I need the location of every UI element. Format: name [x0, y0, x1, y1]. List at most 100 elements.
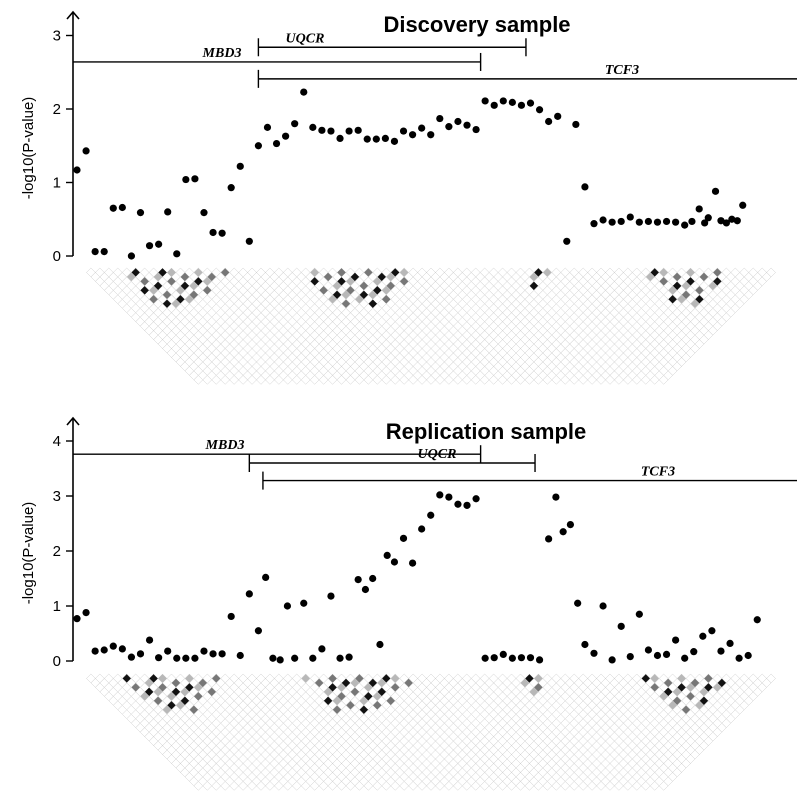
data-point: [191, 654, 199, 662]
ld-cell: [300, 781, 311, 791]
ld-cell: [327, 375, 338, 385]
data-point: [254, 142, 262, 150]
ld-cell: [265, 375, 275, 385]
ld-cell: [488, 781, 499, 791]
ld-cell: [453, 375, 463, 385]
ld-cell: [587, 781, 597, 791]
y-tick-label: 2: [53, 543, 61, 560]
data-point: [318, 126, 326, 134]
data-point: [399, 127, 408, 135]
data-point: [427, 511, 435, 519]
data-point: [572, 120, 580, 129]
data-point: [472, 125, 480, 134]
data-point: [590, 649, 598, 657]
data-point: [662, 217, 671, 226]
ld-cell: [229, 781, 239, 791]
ld-cell: [461, 375, 472, 385]
data-point: [672, 636, 680, 644]
ld-cell: [247, 781, 257, 791]
ld-cell: [578, 375, 588, 385]
data-point: [300, 88, 308, 96]
ld-cell: [202, 375, 213, 385]
ld-cell: [256, 375, 266, 385]
ld-cell: [497, 781, 508, 791]
data-point: [454, 500, 462, 508]
discovery-gene-tracks: MBD3 UQCR TCF3: [73, 31, 797, 88]
ld-cell: [506, 781, 517, 791]
data-point: [155, 654, 163, 662]
ld-cell: [291, 375, 302, 385]
data-point: [291, 654, 299, 662]
ld-cell: [524, 375, 535, 385]
data-point: [173, 250, 181, 258]
discovery-points: [73, 88, 747, 260]
ld-cell: [318, 375, 329, 385]
data-point: [173, 654, 181, 662]
data-point: [517, 654, 526, 662]
data-point: [454, 117, 462, 126]
data-point: [182, 654, 190, 662]
y-tick-label: 1: [53, 598, 61, 615]
data-point: [245, 237, 253, 245]
data-point: [269, 654, 277, 662]
data-point: [363, 135, 371, 143]
data-point: [383, 551, 391, 560]
data-point: [463, 501, 471, 509]
ld-cell: [623, 781, 633, 791]
discovery-y-axis-label: -log10(P-value): [20, 97, 37, 200]
data-point: [209, 228, 217, 237]
ld-cell: [309, 781, 320, 791]
ld-cell: [309, 375, 320, 385]
data-point: [481, 97, 489, 105]
data-point: [499, 97, 507, 105]
ld-cell: [202, 781, 213, 791]
data-point: [644, 217, 653, 226]
replication-ld-heatmap: [86, 673, 776, 791]
ld-cell: [444, 375, 454, 385]
data-point: [354, 126, 362, 134]
data-point: [545, 117, 553, 126]
replication-points: [73, 491, 761, 664]
ld-cell: [631, 781, 642, 791]
ld-cell: [551, 375, 562, 385]
replication-gene-tracks: MBD3 UQCR TCF3: [73, 438, 797, 490]
data-point: [361, 585, 370, 594]
ld-cell: [300, 375, 311, 385]
data-point: [608, 218, 616, 226]
ld-cell: [345, 781, 356, 791]
data-point: [481, 654, 489, 662]
ld-cell: [453, 781, 463, 791]
data-point: [535, 656, 544, 664]
data-point: [599, 602, 607, 610]
discovery-title: Discovery sample: [383, 12, 570, 37]
ld-cell: [533, 781, 544, 791]
replication-y-axis: 0 1 2 3 4: [53, 416, 80, 670]
ld-cell: [506, 375, 517, 385]
gene-label-mbd3: MBD3: [202, 46, 242, 61]
data-point: [345, 653, 353, 661]
ld-cell: [524, 781, 535, 791]
data-point: [300, 599, 308, 607]
ld-cell: [220, 375, 231, 385]
ld-cell: [444, 781, 454, 791]
ld-cell: [435, 375, 445, 385]
discovery-ld-heatmap: [86, 267, 776, 385]
ld-cell: [640, 781, 651, 791]
data-point: [369, 574, 377, 583]
data-point: [688, 217, 696, 226]
discovery-panel: Discovery sample -log10(P-value) 0 1 2 3 MB…: [20, 10, 797, 385]
data-point: [227, 612, 235, 621]
ld-cell: [605, 375, 615, 385]
data-point: [227, 184, 235, 192]
y-tick-label: 2: [53, 101, 61, 118]
data-point: [309, 123, 317, 131]
data-point: [236, 162, 244, 170]
data-point: [209, 650, 217, 658]
data-point: [635, 610, 643, 618]
data-point: [722, 219, 731, 227]
data-point: [445, 123, 453, 131]
ld-cell: [542, 375, 553, 385]
ld-cell: [399, 781, 409, 791]
y-tick-label: 4: [53, 433, 61, 450]
